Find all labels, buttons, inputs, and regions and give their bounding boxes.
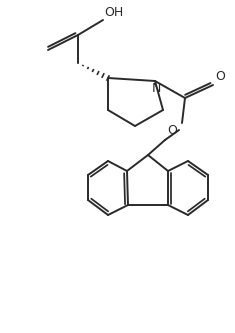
Text: O: O: [215, 70, 225, 83]
Text: N: N: [151, 83, 161, 96]
Text: O: O: [167, 125, 177, 138]
Text: OH: OH: [104, 6, 123, 19]
